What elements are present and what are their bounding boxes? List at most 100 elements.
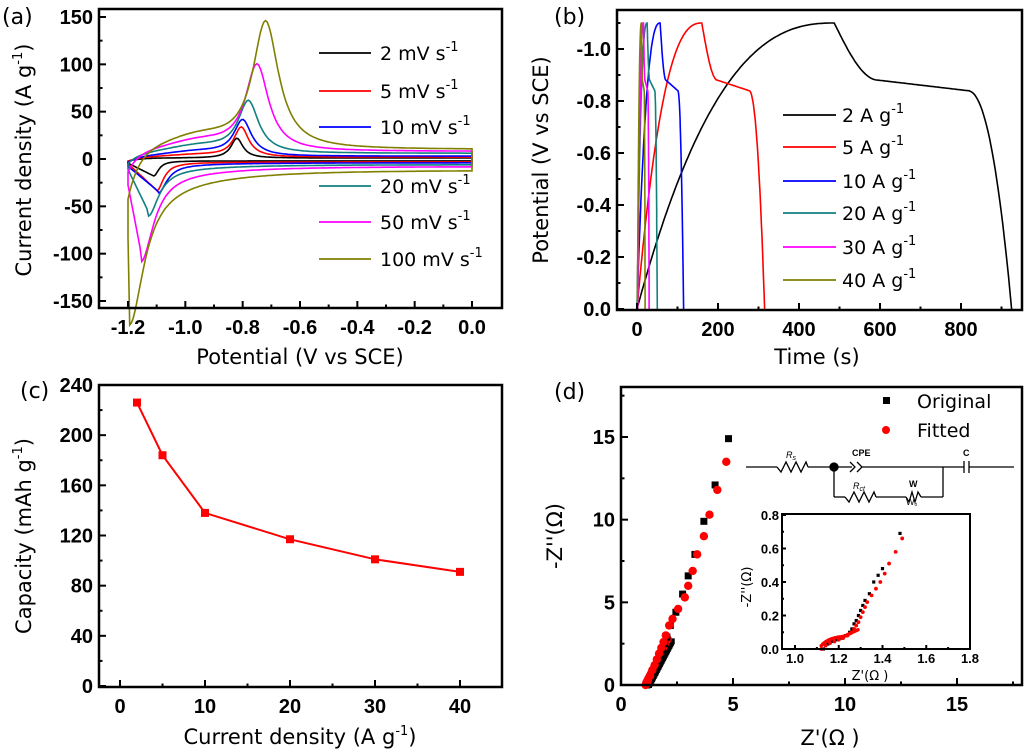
inset-original-point (876, 573, 880, 577)
capacity-point (371, 555, 379, 564)
panel-c-x-axis-title: Current density (A g-1) (184, 724, 417, 749)
fitted-point (684, 581, 693, 590)
x-tick-label: 200 (701, 319, 734, 341)
panel-b-series-group (636, 22, 1013, 310)
y-tick-label: -0.6 (577, 143, 611, 165)
warburg-element-icon (905, 489, 922, 505)
y-tick-label: 0.6 (761, 542, 779, 557)
x-tick-label: 1.0 (786, 651, 804, 666)
inset-fitted-point (823, 643, 828, 648)
y-tick-label: 0.2 (761, 609, 779, 624)
y-tick-label: 10 (593, 510, 615, 532)
legend-marker-fitted (882, 426, 890, 434)
inset-original-point (859, 608, 863, 613)
inset-fitted-point (863, 605, 867, 610)
y-tick-label: 0 (82, 149, 93, 171)
x-tick-label: 20 (279, 696, 301, 718)
y-tick-label: -0.2 (577, 247, 611, 269)
circuit-label-wo: Wo (906, 497, 918, 508)
inset-fitted-point (856, 627, 860, 632)
y-tick-label: 0.8 (761, 508, 779, 523)
legend-entry: 2 mV s-1 (380, 40, 459, 65)
y-tick-label: -1.0 (577, 39, 611, 61)
capacity-point (158, 451, 167, 460)
inset-original-point (898, 531, 902, 536)
cpe-element-icon-left (849, 461, 856, 473)
inset-original-point (826, 642, 830, 646)
inset-ticks: 1.0 1.2 1.4 1.6 1.8 0.0 0.2 0.4 0.6 0.8 (761, 508, 979, 666)
x-tick-label: 1.6 (917, 651, 935, 666)
x-tick-label: -0.6 (283, 317, 317, 339)
x-tick-label: 15 (946, 694, 968, 716)
panel-a-ticks: -1.2 -1.0 -0.8 -0.6 -0.4 -0.2 0.0 150 100 50 0 -50 -… (53, 7, 486, 339)
panel-b-label: (b) (554, 5, 585, 30)
y-tick-label: 0.0 (583, 299, 611, 321)
panel-c-ticks: 0 10 20 30 40 0 40 80 120 160 200 240 (60, 375, 472, 718)
x-tick-label: 600 (863, 319, 896, 341)
panel-a-y-axis-title: Current density (A g-1) (11, 44, 36, 277)
capacity-line (136, 402, 461, 573)
capacity-point (201, 508, 209, 517)
x-tick-label: 1.2 (830, 651, 848, 666)
inset-fitted-point (858, 615, 863, 620)
fitted-point (722, 457, 731, 466)
panel-c-y-axis-title: Capacity (mAh g-1) (11, 438, 36, 634)
x-tick-label: 5 (727, 694, 738, 716)
fitted-point (659, 637, 668, 647)
fitted-point (661, 631, 670, 640)
fitted-point (692, 550, 702, 559)
fitted-point (668, 614, 677, 624)
x-tick-label: 40 (449, 696, 471, 718)
panel-d-y-axis-title: -Z''(Ω) (543, 503, 567, 569)
x-tick-label: 0.0 (458, 317, 486, 339)
panel-d-series-group (641, 435, 733, 690)
inset-original-point (854, 618, 858, 623)
legend-entry: 40 A g-1 (842, 267, 916, 292)
inset-y-axis-title: -Z''(Ω) (740, 567, 755, 608)
inset-fitted-point (869, 593, 874, 598)
legend-entry: 10 A g-1 (842, 168, 916, 193)
x-tick-label: 0 (114, 696, 125, 718)
y-tick-label: -100 (53, 244, 93, 266)
panel-a-cv-curves: (a) -1.2 -1.0 -0.8 -0.6 -0.4 -0.2 0.0 150 100 50 0… (2, 5, 504, 369)
y-tick-label: 5 (604, 592, 615, 614)
legend-entry: 5 A g-1 (842, 134, 904, 159)
panel-b-legend: 2 A g-1 5 A g-1 10 A g-1 20 A g-1 30 A g-1 40… (783, 102, 916, 292)
y-tick-label: -0.8 (577, 91, 611, 113)
panel-d-legend: Original Fitted (882, 391, 991, 442)
gcd-curve-2-a-g (636, 22, 1013, 310)
x-tick-label: -0.8 (225, 317, 259, 339)
y-tick-label: 150 (60, 7, 93, 29)
gcd-curve-5-a-g (636, 22, 766, 310)
inset-background (782, 514, 970, 649)
fitted-point (699, 532, 709, 541)
panel-a-series-group (127, 19, 473, 328)
inset-fitted-point (856, 620, 861, 625)
panel-c-label: (c) (20, 379, 49, 404)
inset-original-point (872, 580, 876, 584)
legend-entry: 2 A g-1 (842, 102, 904, 127)
fitted-point (673, 604, 683, 614)
inset-fitted-point (900, 536, 905, 541)
gcd-curve-40-a-g (636, 22, 646, 309)
x-tick-label: 800 (944, 319, 977, 341)
inset-x-axis-title: Z'(Ω ) (852, 669, 889, 684)
circuit-label-cpe: CPE (852, 448, 871, 458)
inset-fitted-point (832, 639, 837, 644)
legend-entry: 20 mV s-1 (380, 173, 471, 198)
x-tick-label: -1.2 (111, 317, 145, 339)
gcd-curve-30-a-g (637, 22, 650, 310)
inset-fitted-point (860, 610, 865, 615)
original-point (725, 435, 733, 443)
inset-original-point (861, 603, 865, 608)
legend-entry: 10 mV s-1 (380, 114, 471, 139)
panel-c-y-axis-title-group: Capacity (mAh g-1) (11, 438, 36, 634)
y-tick-label: -50 (64, 196, 93, 218)
panel-a-y-axis-title-group: Current density (A g-1) (11, 44, 36, 277)
cv-curve-100-mv-s (127, 19, 473, 328)
inset-fitted-point (865, 600, 870, 604)
x-tick-label: -0.4 (340, 317, 375, 339)
panel-b-ticks: 0 200 400 600 800 -1.0 -0.8 -0.6 -0.4 -0.2 0.0 (577, 22, 1003, 341)
y-tick-label: 0.4 (761, 575, 780, 590)
